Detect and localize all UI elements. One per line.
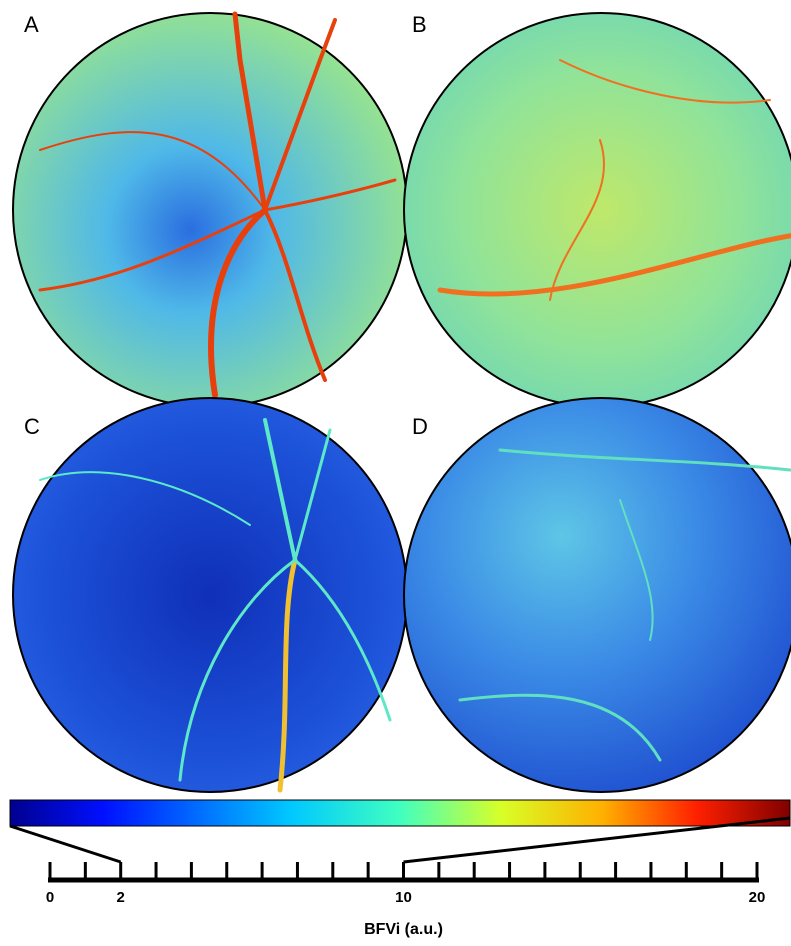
axis-label: BFVi (a.u.) <box>364 921 443 938</box>
panel-b: B <box>404 12 791 407</box>
tick-label: 10 <box>395 889 412 906</box>
colorbar <box>10 800 790 826</box>
image <box>404 13 791 407</box>
panel-label: B <box>412 12 427 37</box>
panel-c: C <box>13 398 407 792</box>
connector <box>10 826 121 862</box>
figure: A B C D 0 2 10 20 BFVi (a.u.) <box>0 0 791 946</box>
panel-label: A <box>24 12 39 37</box>
tick-label: 20 <box>749 889 766 906</box>
panel-label: C <box>24 414 40 439</box>
tick-label: 0 <box>46 889 54 906</box>
panel-a: A <box>13 12 407 407</box>
panel-label: D <box>412 414 428 439</box>
tick-label: 2 <box>117 889 125 906</box>
image <box>13 398 407 792</box>
panel-d: D <box>404 398 791 792</box>
